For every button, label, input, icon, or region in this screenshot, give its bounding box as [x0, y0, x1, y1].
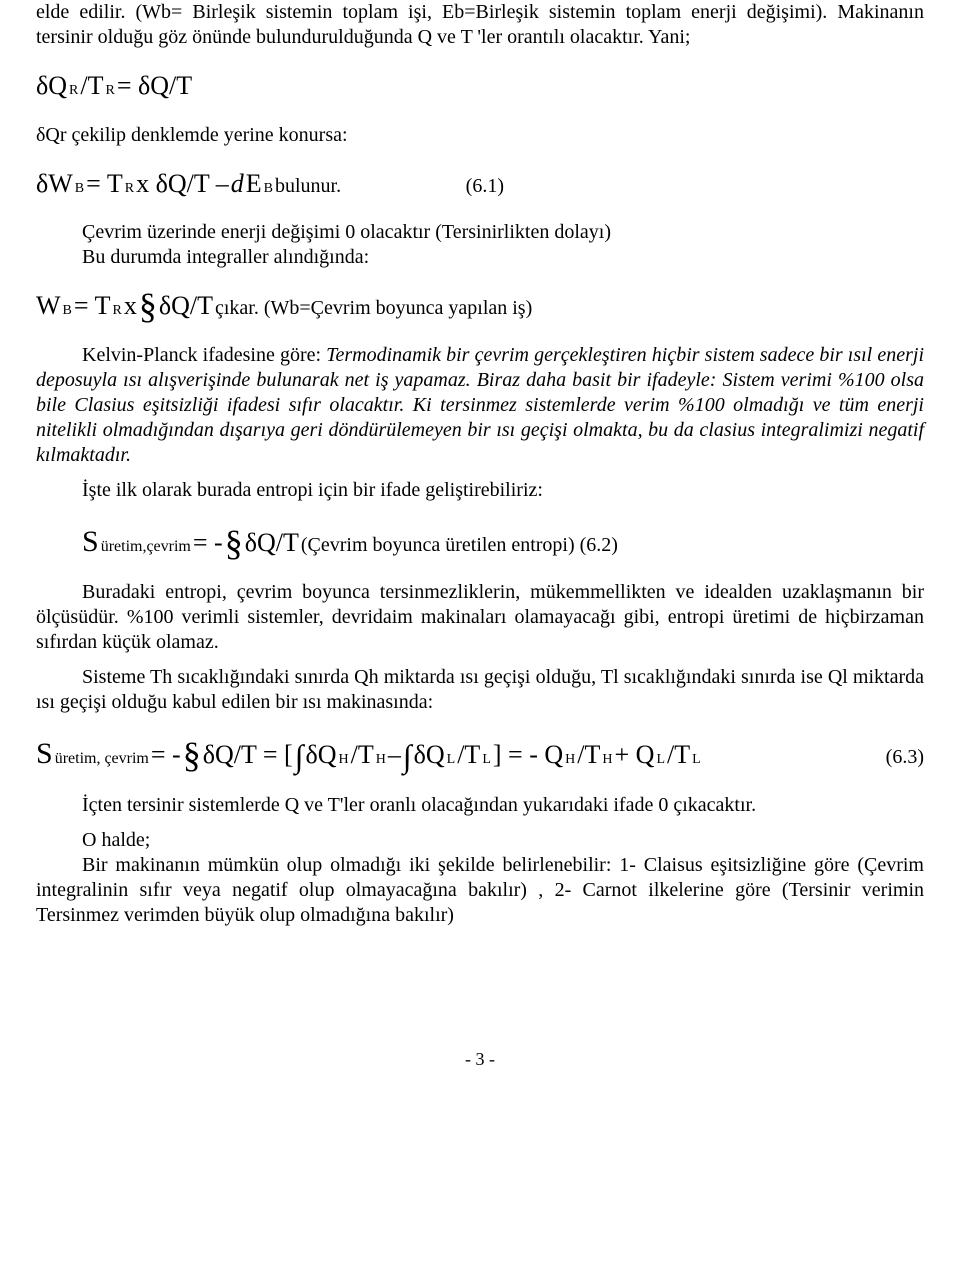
eq-sub: H	[602, 751, 612, 769]
eq-text: = δQ/T	[117, 70, 192, 103]
eq-sub: B	[264, 180, 273, 198]
eq-sub: R	[112, 302, 121, 320]
paragraph: Bir makinanın mümkün olup olmadığı iki ş…	[36, 853, 924, 928]
eq-text: /T	[80, 70, 103, 103]
eq-sub: üretim,çevrim	[101, 537, 191, 557]
equation-line: W B = T R x § δQ/T çıkar. (Wb=Çevrim boy…	[36, 290, 924, 323]
equation-line: δQ R /T R = δQ/T	[36, 70, 924, 103]
equation-line: S üretim, çevrim = - § δQ/T = [ ∫ δQ H /…	[36, 735, 924, 773]
paragraph: Sisteme Th sıcaklığındaki sınırda Qh mik…	[36, 665, 924, 715]
eq-sub: B	[63, 302, 72, 320]
equation: S üretim, çevrim = - § δQ/T = [ ∫ δQ H /…	[36, 735, 701, 773]
equation-number: (6.3)	[886, 745, 924, 770]
eq-trail: (Çevrim boyunca üretilen entropi) (6.2)	[301, 533, 618, 558]
eq-trail: bulunur.	[275, 174, 341, 199]
equation: S üretim,çevrim = - § δQ/T (Çevrim boyun…	[82, 523, 618, 561]
eq-sub: H	[565, 751, 575, 769]
eq-text: x	[124, 290, 137, 323]
paragraph: O halde;	[36, 828, 924, 853]
equation-line: δW B = T R x δQ/T – d E B bulunur. (6.1)	[36, 168, 924, 201]
eq-sub: L	[656, 751, 665, 769]
text-run: Kelvin-Planck ifadesine göre:	[82, 344, 326, 366]
equation: W B = T R x § δQ/T çıkar. (Wb=Çevrim boy…	[36, 290, 532, 323]
paragraph: elde edilir. (Wb= Birleşik sistemin topl…	[36, 0, 924, 50]
eq-text: x δQ/T –	[136, 168, 229, 201]
eq-text: = -	[151, 739, 181, 772]
paragraph: Buradaki entropi, çevrim boyunca tersinm…	[36, 580, 924, 655]
paragraph: İşte ilk olarak burada entropi için bir …	[36, 478, 924, 503]
paragraph: Çevrim üzerinde enerji değişimi 0 olacak…	[36, 220, 924, 245]
eq-text: E	[246, 168, 262, 201]
eq-sub: R	[125, 180, 134, 198]
eq-text: δW	[36, 168, 73, 201]
eq-sub: L	[692, 751, 701, 769]
eq-text: S	[36, 735, 53, 773]
eq-sub: H	[376, 751, 386, 769]
eq-text: δQ/T	[159, 290, 213, 323]
equation-line: S üretim,çevrim = - § δQ/T (Çevrim boyun…	[82, 523, 924, 561]
eq-text: –	[388, 739, 401, 772]
paragraph: İçten tersinir sistemlerde Q ve T'ler or…	[36, 793, 924, 818]
eq-sub: L	[447, 751, 456, 769]
eq-text: /T	[577, 739, 600, 772]
eq-text: /T	[457, 739, 480, 772]
eq-text: = T	[86, 168, 123, 201]
eq-text: = T	[74, 290, 111, 323]
eq-text: ] = - Q	[493, 739, 563, 772]
equation-number: (6.1)	[466, 174, 924, 199]
eq-sub: B	[75, 180, 84, 198]
eq-text: = -	[193, 527, 223, 560]
eq-text: δQ	[414, 739, 445, 772]
equation: δQ R /T R = δQ/T	[36, 70, 192, 103]
eq-sub: R	[105, 82, 114, 100]
page-number: - 3 -	[36, 1048, 924, 1071]
eq-sub: L	[482, 751, 491, 769]
equation: δW B = T R x δQ/T – d E B bulunur.	[36, 168, 341, 201]
eq-sub: üretim, çevrim	[55, 749, 149, 769]
paragraph: Kelvin-Planck ifadesine göre: Termodinam…	[36, 343, 924, 468]
eq-text: δQ	[36, 70, 67, 103]
eq-sub: H	[338, 751, 348, 769]
eq-text: S	[82, 523, 99, 561]
eq-text: /T	[351, 739, 374, 772]
eq-text: d	[231, 168, 244, 201]
eq-text: W	[36, 290, 61, 323]
eq-text: δQ/T = [	[203, 739, 293, 772]
eq-text: /T	[667, 739, 690, 772]
eq-sub: R	[69, 82, 78, 100]
paragraph: Bu durumda integraller alındığında:	[36, 245, 924, 270]
eq-text: δQ	[305, 739, 336, 772]
eq-text: δQ/T	[245, 527, 299, 560]
eq-trail: çıkar. (Wb=Çevrim boyunca yapılan iş)	[215, 296, 532, 321]
paragraph: δQr çekilip denklemde yerine konursa:	[36, 123, 924, 148]
document-page: elde edilir. (Wb= Birleşik sistemin topl…	[0, 0, 960, 1070]
eq-text: + Q	[615, 739, 655, 772]
